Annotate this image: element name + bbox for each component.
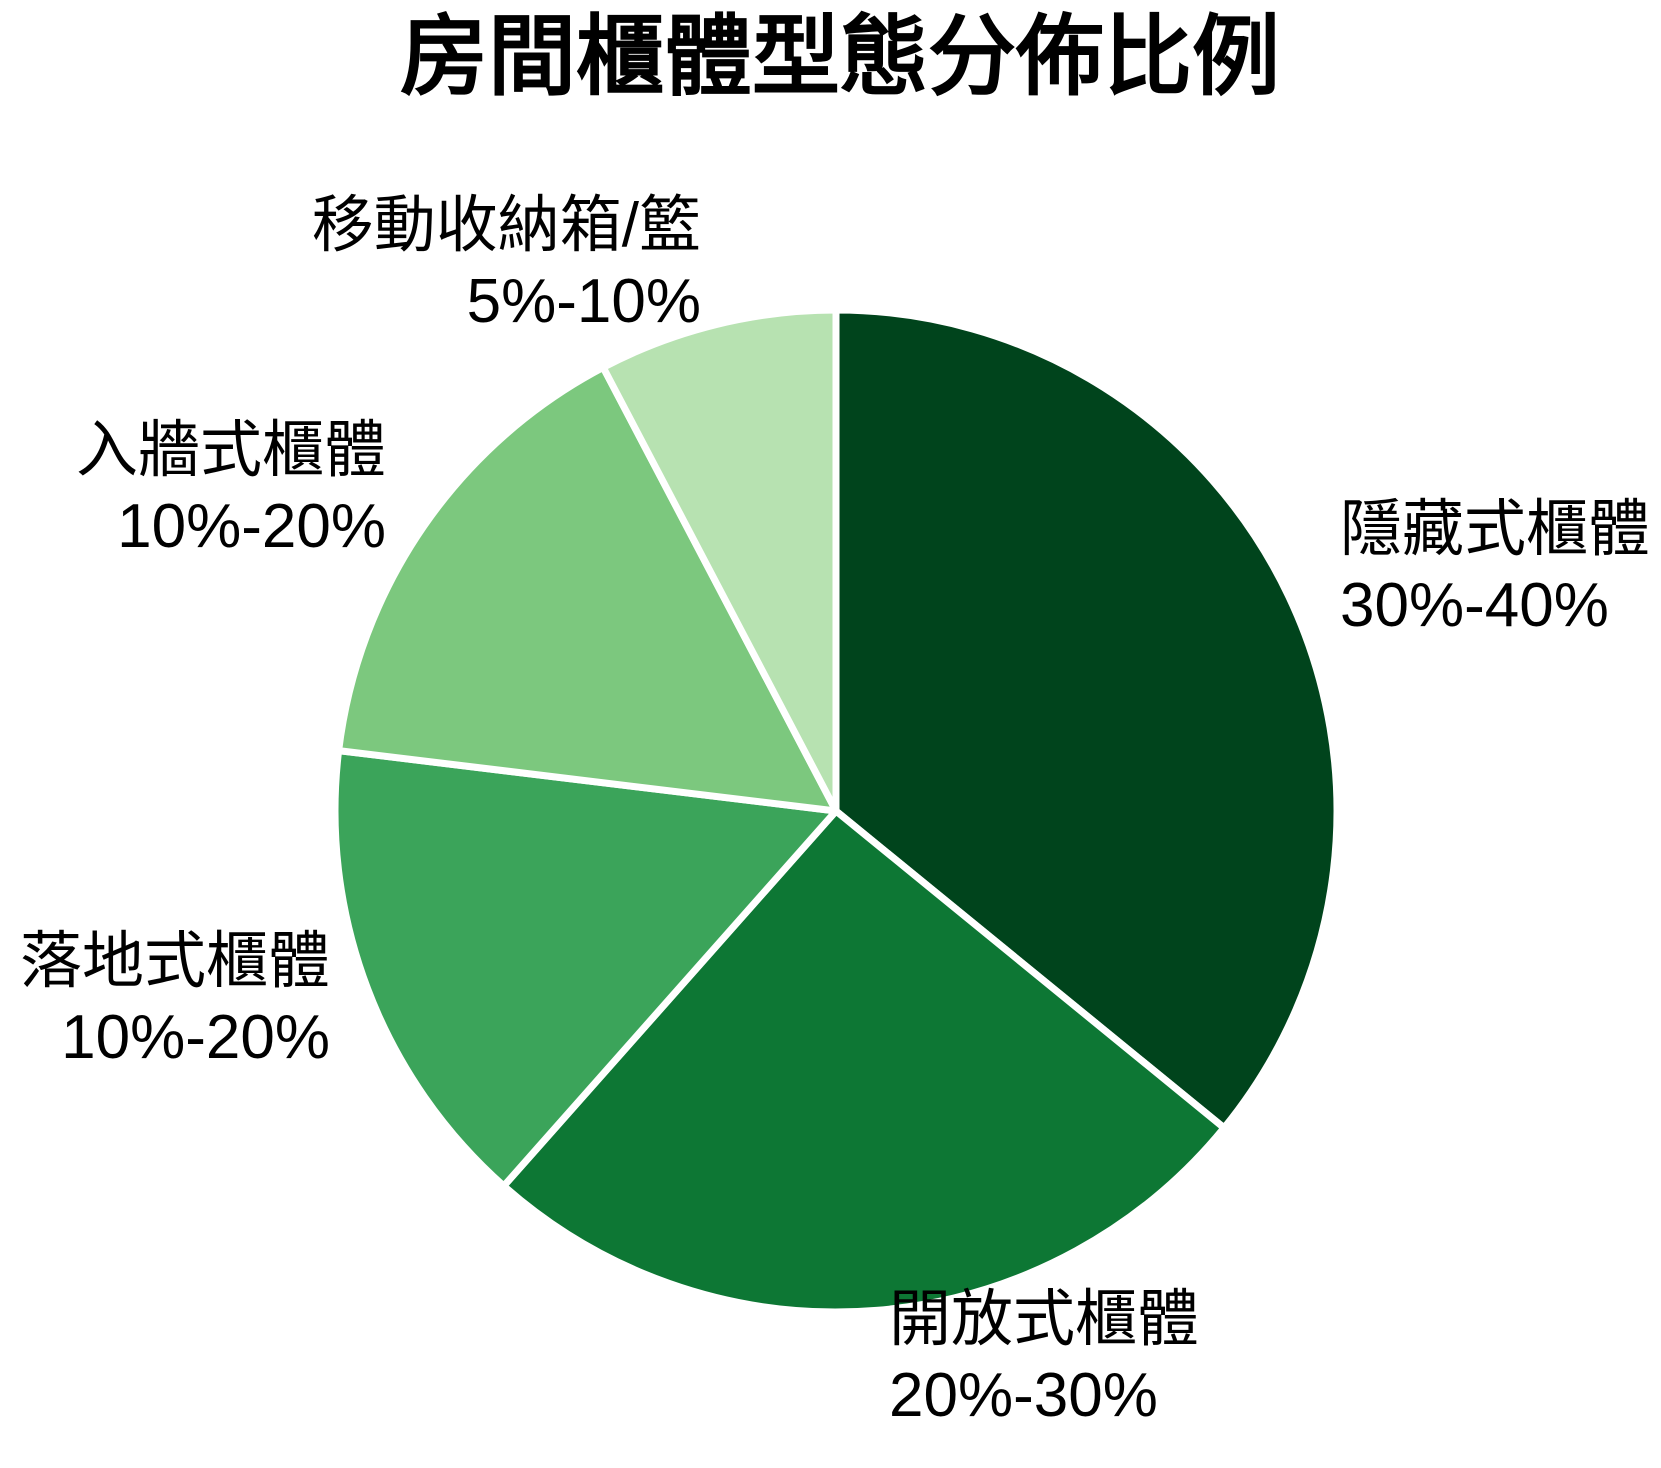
- slice-range-label: 5%-10%: [466, 267, 701, 336]
- slice-category-label: 開放式櫃體: [889, 1284, 1200, 1354]
- slice-category-label: 隱藏式櫃體: [1340, 494, 1651, 564]
- slice-category-label: 落地式櫃體: [19, 926, 330, 996]
- slice-category-label: 入牆式櫃體: [75, 415, 386, 485]
- pie-slice-1: [832, 306, 1341, 1132]
- pie-slice-5: [599, 306, 840, 815]
- slice-range-label: 10%-20%: [117, 492, 386, 561]
- slice-label-3: 落地式櫃體 10%-20%: [20, 924, 330, 1077]
- chart-title: 房間櫃體型態分佈比例: [399, 7, 1281, 106]
- slice-range-label: 30%-40%: [1340, 571, 1609, 640]
- slice-label-2: 開放式櫃體 20%-30%: [889, 1282, 1199, 1435]
- slice-range-label: 10%-20%: [61, 1003, 330, 1072]
- slice-label-1: 隱藏式櫃體 30%-40%: [1340, 492, 1650, 645]
- pie-slice-2: [500, 807, 1228, 1316]
- pie-slice-3: [331, 747, 840, 1190]
- slice-label-5: 移動收納箱/籃 5%-10%: [312, 188, 701, 341]
- slice-label-4: 入牆式櫃體 10%-20%: [76, 413, 386, 566]
- pie-slice-4: [335, 363, 840, 815]
- slice-category-label: 移動收納箱/籃: [311, 190, 701, 260]
- slice-range-label: 20%-30%: [889, 1361, 1158, 1430]
